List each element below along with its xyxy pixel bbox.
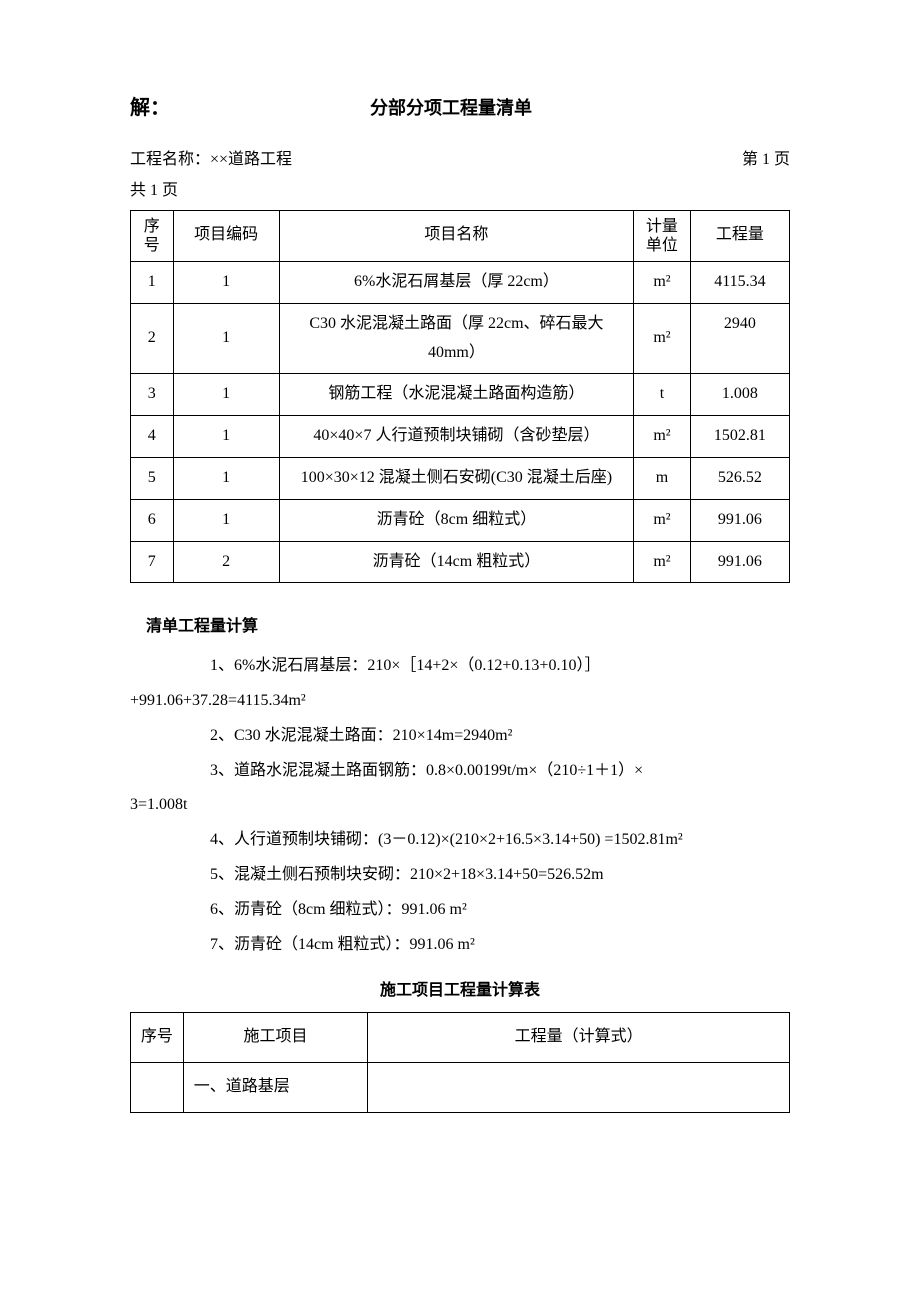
- cell-seq: 1: [131, 261, 174, 303]
- cell-name: 6%水泥石屑基层（厚 22cm）: [279, 261, 633, 303]
- cell-code: 1: [173, 303, 279, 374]
- cell-qty: 4115.34: [690, 261, 789, 303]
- calc-line: +991.06+37.28=4115.34m²: [130, 687, 790, 716]
- cell-calc: [368, 1062, 790, 1112]
- table2-title: 施工项目工程量计算表: [130, 977, 790, 1006]
- cell-seq: 3: [131, 374, 174, 416]
- heading-left: 解：: [130, 90, 170, 126]
- table2-header-row: 序号 施工项目 工程量（计算式）: [131, 1013, 790, 1063]
- calc-line: 1、6%水泥石屑基层：210×［14+2×（0.12+0.13+0.10）］: [130, 652, 790, 681]
- cell-name: C30 水泥混凝土路面（厚 22cm、碎石最大40mm）: [279, 303, 633, 374]
- table-header-row: 序号 项目编码 项目名称 计量单位 工程量: [131, 210, 790, 261]
- calc-line: 4、人行道预制块铺砌：(3－0.12)×(210×2+16.5×3.14+50)…: [130, 826, 790, 855]
- cell-unit: m²: [634, 416, 691, 458]
- cell-unit: m²: [634, 499, 691, 541]
- cell-seq: 7: [131, 541, 174, 583]
- quantities-table: 序号 项目编码 项目名称 计量单位 工程量 116%水泥石屑基层（厚 22cm）…: [130, 210, 790, 584]
- cell-qty: 991.06: [690, 541, 789, 583]
- table-row: 61沥青砼（8cm 细粒式）m²991.06: [131, 499, 790, 541]
- calc-line: 5、混凝土侧石预制块安砌：210×2+18×3.14+50=526.52m: [130, 861, 790, 890]
- cell-seq: 6: [131, 499, 174, 541]
- cell-qty: 991.06: [690, 499, 789, 541]
- page-indicator-below: 共 1 页: [130, 177, 790, 206]
- table-row: 一、道路基层: [131, 1062, 790, 1112]
- table-row: 116%水泥石屑基层（厚 22cm）m²4115.34: [131, 261, 790, 303]
- cell-code: 1: [173, 499, 279, 541]
- cell-seq: 4: [131, 416, 174, 458]
- calc-line: 2、C30 水泥混凝土路面：210×14m=2940m²: [130, 722, 790, 751]
- th2-seq: 序号: [131, 1013, 184, 1063]
- heading-center: 分部分项工程量清单: [370, 92, 532, 124]
- cell-code: 2: [173, 541, 279, 583]
- cell-code: 1: [173, 457, 279, 499]
- cell-name: 钢筋工程（水泥混凝土路面构造筋）: [279, 374, 633, 416]
- cell-qty: 1502.81: [690, 416, 789, 458]
- cell-code: 1: [173, 261, 279, 303]
- cell-item: 一、道路基层: [183, 1062, 368, 1112]
- project-name: 工程名称：××道路工程: [130, 146, 292, 175]
- construction-table: 序号 施工项目 工程量（计算式） 一、道路基层: [130, 1012, 790, 1113]
- cell-qty: 1.008: [690, 374, 789, 416]
- cell-code: 1: [173, 374, 279, 416]
- cell-name: 沥青砼（8cm 细粒式）: [279, 499, 633, 541]
- cell-name: 40×40×7 人行道预制块铺砌（含砂垫层）: [279, 416, 633, 458]
- table-row: 51100×30×12 混凝土侧石安砌(C30 混凝土后座)m526.52: [131, 457, 790, 499]
- cell-unit: m: [634, 457, 691, 499]
- cell-name: 沥青砼（14cm 粗粒式）: [279, 541, 633, 583]
- calc-title: 清单工程量计算: [130, 613, 790, 642]
- calc-line: 3=1.008t: [130, 791, 790, 820]
- calc-line: 7、沥青砼（14cm 粗粒式）：991.06 m²: [130, 931, 790, 960]
- page-indicator-right: 第 1 页: [742, 146, 790, 175]
- cell-code: 1: [173, 416, 279, 458]
- th-qty: 工程量: [690, 210, 789, 261]
- cell-unit: t: [634, 374, 691, 416]
- cell-seq: [131, 1062, 184, 1112]
- meta-line: 工程名称：××道路工程 第 1 页: [130, 146, 790, 175]
- cell-unit: m²: [634, 261, 691, 303]
- calc-block: 1、6%水泥石屑基层：210×［14+2×（0.12+0.13+0.10）］ +9…: [130, 652, 790, 959]
- table-row: 21C30 水泥混凝土路面（厚 22cm、碎石最大40mm）m²2940: [131, 303, 790, 374]
- table-row: 72沥青砼（14cm 粗粒式）m²991.06: [131, 541, 790, 583]
- cell-unit: m²: [634, 303, 691, 374]
- cell-unit: m²: [634, 541, 691, 583]
- cell-name: 100×30×12 混凝土侧石安砌(C30 混凝土后座): [279, 457, 633, 499]
- th-unit: 计量单位: [634, 210, 691, 261]
- table-row: 31钢筋工程（水泥混凝土路面构造筋）t1.008: [131, 374, 790, 416]
- cell-seq: 5: [131, 457, 174, 499]
- th-seq: 序号: [131, 210, 174, 261]
- calc-line: 6、沥青砼（8cm 细粒式）：991.06 m²: [130, 896, 790, 925]
- th2-item: 施工项目: [183, 1013, 368, 1063]
- cell-seq: 2: [131, 303, 174, 374]
- th-code: 项目编码: [173, 210, 279, 261]
- th2-calc: 工程量（计算式）: [368, 1013, 790, 1063]
- th-name: 项目名称: [279, 210, 633, 261]
- table-row: 4140×40×7 人行道预制块铺砌（含砂垫层）m²1502.81: [131, 416, 790, 458]
- calc-line: 3、道路水泥混凝土路面钢筋：0.8×0.00199t/m×（210÷1＋1）×: [130, 757, 790, 786]
- cell-qty: 526.52: [690, 457, 789, 499]
- cell-qty: 2940: [690, 303, 789, 374]
- doc-header: 解： 分部分项工程量清单: [130, 90, 790, 126]
